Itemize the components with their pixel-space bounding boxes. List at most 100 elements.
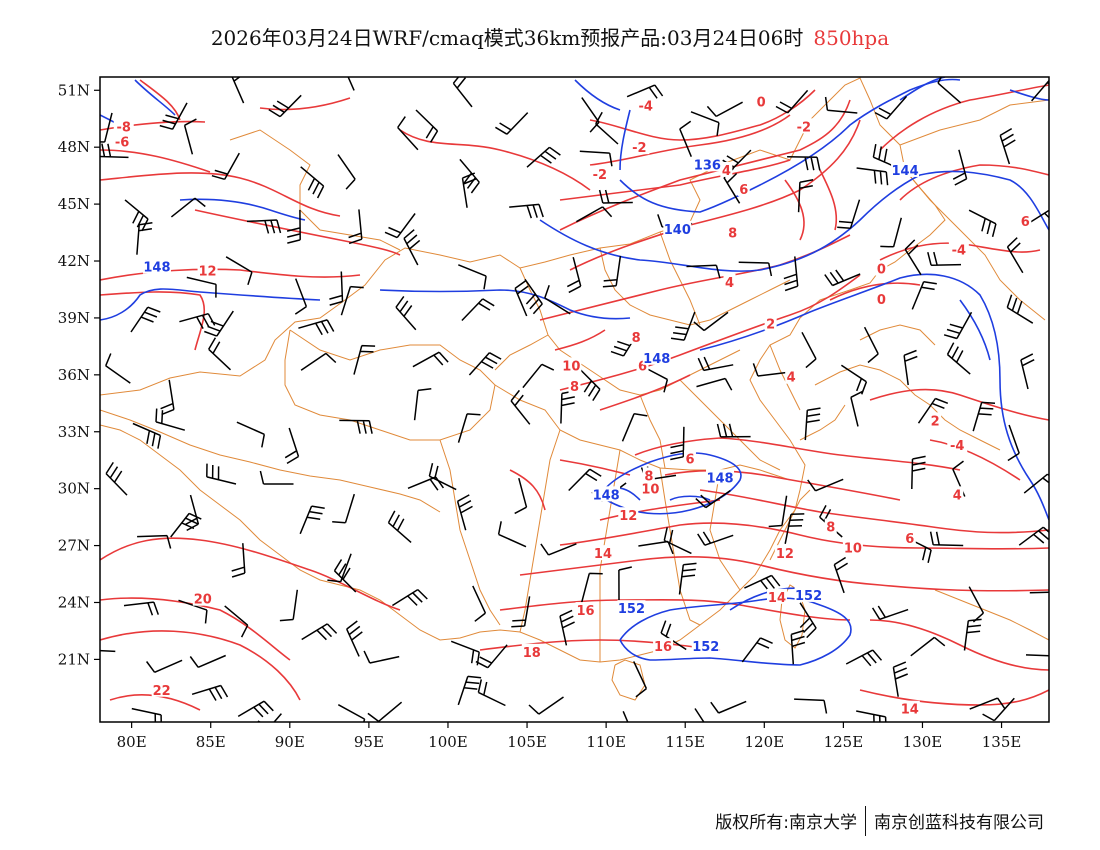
contour-label-bg [891,161,920,177]
lon-label: 115E [665,733,705,751]
wind-barb [457,413,481,443]
wind-barb [863,326,879,364]
contour-label-bg [824,518,837,534]
wind-barb [856,710,887,722]
contour-label: 4 [787,371,796,386]
wind-barb [871,605,909,621]
wind-barb [472,585,487,622]
contour-label-bg [951,486,964,502]
wind-barb [300,166,325,199]
wind-barb [495,112,529,135]
wind-barb [633,661,648,698]
lon-label: 125E [824,733,864,751]
wind-barb [337,154,356,190]
contour-label-bg [589,165,610,181]
contour-label-bg [618,507,639,523]
wind-barb [678,562,697,595]
wind-barb [347,77,355,91]
wind-barb [972,401,996,432]
contour-label-bg [617,600,646,616]
contour-label: 148 [643,352,670,367]
wind-barb [452,77,473,108]
contour-label: 152 [618,602,645,617]
lat-label: 30N [58,480,90,498]
wind-barb [130,306,161,333]
lon-label: 80E [117,733,147,751]
wind-barb [560,390,576,424]
wind-barb [412,351,449,368]
wind-barb [461,172,477,208]
contour-label: -2 [632,141,646,156]
wind-barb [204,310,234,337]
wind-barb [225,256,253,286]
wind-barb [982,697,1015,722]
wind-barb [477,679,506,707]
contour-label: 136 [694,158,721,173]
wind-barb [706,101,743,118]
wind-barb [595,111,619,145]
wind-barb [340,285,364,316]
wind-barb [670,426,685,461]
lat-label: 39N [58,309,90,327]
wind-barb [191,684,229,701]
lat-label: 48N [58,138,90,156]
contour-label: -4 [638,99,652,114]
contour-label-bg [875,290,888,306]
wind-barb [514,279,529,317]
wind-barb [279,589,299,622]
wind-barb [333,559,357,593]
lon-label: 110E [586,733,626,751]
wind-barb [943,311,973,340]
wind-barb [952,149,968,186]
wind-barb [522,363,555,389]
contour-label-bg [947,437,968,453]
wind-barb [794,698,828,714]
wind-barb [833,556,848,594]
contour-label: 4 [953,488,962,503]
lon-label: 105E [507,733,547,751]
contour-label: 8 [570,380,579,395]
contour-label-bg [723,273,736,289]
wind-barb [131,707,162,722]
contour-label-bg [774,545,795,561]
contour-label-bg [640,480,661,496]
contour-label: -6 [115,136,129,151]
country-borders [100,77,1049,701]
contour-label: 16 [577,604,595,619]
contour-label-bg [793,118,814,134]
wind-barb [801,331,817,369]
contour-label-bg [785,368,798,384]
wind-barb [744,574,781,592]
wind-barb [787,155,821,171]
contour-label: 2 [766,318,775,333]
contour-label-bg [875,260,888,276]
wind-barb [456,494,473,531]
title-main: 2026年03月24日WRF/cmaq模式36km预报产品:03月24日06时 [210,26,804,50]
contour-label: 148 [593,488,620,503]
wind-barb [768,495,788,528]
wind-barb [850,390,864,427]
contour-label-bg [653,638,674,654]
lat-label: 45N [58,195,90,213]
map-frame [99,76,1050,723]
contour-label: 148 [706,471,733,486]
wind-barb [159,102,188,130]
contour-label: 6 [905,532,914,547]
contour-label-bg [755,93,768,109]
contour-label: 6 [638,359,647,374]
wind-barb [1007,424,1020,462]
wind-barb [752,363,788,377]
wind-barb [100,649,116,653]
wind-barb [458,264,487,290]
contour-label: 6 [685,452,694,467]
lon-label: 90E [275,733,305,751]
contour-label-bg [592,486,621,502]
wind-barb [145,659,183,673]
wind-barb [1006,237,1024,274]
wind-barb [579,150,613,167]
wind-barb [294,278,308,315]
contour-label: -2 [797,120,811,135]
lat-label: 51N [58,81,90,99]
contour-label-bg [693,156,722,172]
contour-label-bg [706,469,735,485]
